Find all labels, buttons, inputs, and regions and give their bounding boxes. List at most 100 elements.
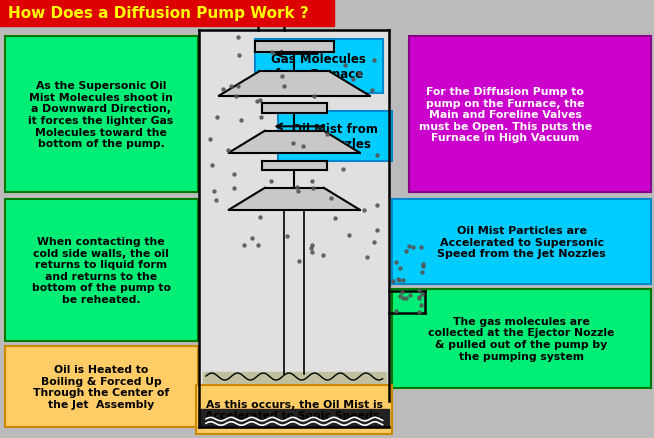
Point bbox=[343, 232, 354, 239]
Point bbox=[218, 86, 228, 93]
Text: How Does a Diffusion Pump Work ?: How Does a Diffusion Pump Work ? bbox=[8, 6, 309, 21]
FancyBboxPatch shape bbox=[278, 112, 392, 162]
Point bbox=[318, 252, 328, 259]
Text: When contacting the
cold side walls, the oil
returns to liquid form
and returns : When contacting the cold side walls, the… bbox=[31, 237, 171, 304]
Point bbox=[394, 265, 405, 272]
Text: The gas molecules are
collected at the Ejector Nozzle
& pulled out of the pump b: The gas molecules are collected at the E… bbox=[428, 316, 615, 361]
Point bbox=[354, 71, 364, 78]
Point bbox=[247, 235, 257, 242]
Text: Gas Molecules
from Furnace: Gas Molecules from Furnace bbox=[271, 53, 366, 81]
Point bbox=[252, 98, 263, 105]
Point bbox=[413, 294, 424, 301]
Point bbox=[292, 188, 303, 195]
Point bbox=[211, 198, 222, 205]
Point bbox=[394, 292, 405, 299]
Point bbox=[330, 215, 341, 222]
Point bbox=[322, 131, 332, 138]
Point bbox=[371, 152, 382, 159]
Point bbox=[387, 278, 398, 285]
Polygon shape bbox=[229, 188, 360, 210]
Point bbox=[413, 286, 424, 293]
Point bbox=[398, 295, 409, 302]
Polygon shape bbox=[255, 42, 334, 53]
Text: Oil Mist from
Jet Nozzles: Oil Mist from Jet Nozzles bbox=[292, 123, 378, 151]
Polygon shape bbox=[262, 161, 327, 171]
Point bbox=[254, 97, 265, 104]
Polygon shape bbox=[219, 72, 370, 96]
Point bbox=[339, 63, 350, 70]
Point bbox=[252, 242, 263, 249]
Polygon shape bbox=[229, 131, 360, 153]
Point bbox=[391, 308, 402, 315]
FancyBboxPatch shape bbox=[5, 346, 198, 427]
Point bbox=[298, 144, 308, 151]
Point bbox=[279, 84, 289, 91]
Point bbox=[359, 207, 370, 214]
Point bbox=[213, 114, 223, 121]
Point bbox=[368, 57, 379, 64]
Point bbox=[292, 184, 302, 191]
Point bbox=[266, 178, 276, 185]
Text: For the Diffusion Pump to
pump on the Furnace, the
Main and Foreline Valves
must: For the Diffusion Pump to pump on the Fu… bbox=[419, 87, 592, 143]
Point bbox=[228, 185, 239, 192]
Point bbox=[233, 83, 244, 90]
Point bbox=[398, 277, 408, 284]
Text: As this occurs, the Oil Mist is
Accelerated to Sonic Speeds.: As this occurs, the Oil Mist is Accelera… bbox=[205, 399, 383, 420]
Point bbox=[415, 302, 426, 309]
Point bbox=[393, 277, 404, 284]
Point bbox=[413, 309, 424, 316]
Point bbox=[308, 185, 318, 192]
Point bbox=[372, 227, 383, 234]
Point bbox=[307, 178, 317, 185]
Point bbox=[372, 202, 383, 209]
Point bbox=[309, 93, 319, 100]
FancyBboxPatch shape bbox=[5, 199, 198, 342]
FancyBboxPatch shape bbox=[392, 199, 651, 285]
Polygon shape bbox=[199, 410, 389, 427]
Point bbox=[414, 295, 424, 302]
Polygon shape bbox=[203, 372, 386, 410]
FancyBboxPatch shape bbox=[5, 37, 198, 193]
FancyBboxPatch shape bbox=[199, 31, 389, 427]
Point bbox=[417, 269, 427, 276]
Point bbox=[256, 114, 266, 121]
Point bbox=[401, 295, 411, 302]
Point bbox=[408, 244, 419, 251]
Text: As the Supersonic Oil
Mist Molecules shoot in
a Downward Direction,
it forces th: As the Supersonic Oil Mist Molecules sho… bbox=[28, 81, 174, 149]
Point bbox=[209, 188, 220, 195]
Point bbox=[231, 93, 241, 100]
Point bbox=[362, 254, 372, 261]
Point bbox=[392, 276, 403, 283]
Point bbox=[294, 258, 304, 265]
Point bbox=[288, 140, 299, 147]
Point bbox=[277, 74, 288, 81]
Text: Oil Mist Particles are
Accelerated to Supersonic
Speed from the Jet Nozzles: Oil Mist Particles are Accelerated to Su… bbox=[437, 226, 606, 258]
Point bbox=[337, 166, 348, 173]
FancyBboxPatch shape bbox=[196, 385, 392, 434]
Point bbox=[396, 289, 407, 296]
Text: Oil is Heated to
Boiling & Forced Up
Through the Center of
the Jet  Assembly: Oil is Heated to Boiling & Forced Up Thr… bbox=[33, 364, 169, 409]
Point bbox=[417, 291, 427, 298]
Point bbox=[348, 77, 358, 84]
Point bbox=[401, 248, 411, 255]
Point bbox=[205, 136, 215, 143]
Point bbox=[307, 249, 317, 256]
Point bbox=[326, 195, 336, 202]
Point bbox=[238, 242, 249, 249]
Polygon shape bbox=[262, 104, 327, 114]
FancyBboxPatch shape bbox=[409, 37, 651, 193]
Point bbox=[233, 35, 243, 42]
Point bbox=[236, 117, 247, 124]
Point bbox=[222, 147, 233, 154]
FancyBboxPatch shape bbox=[0, 0, 334, 27]
Point bbox=[207, 162, 217, 169]
Point bbox=[267, 49, 277, 57]
Point bbox=[281, 233, 292, 240]
Point bbox=[306, 242, 317, 249]
Point bbox=[418, 261, 428, 268]
Point bbox=[416, 244, 426, 251]
Point bbox=[405, 292, 415, 299]
Point bbox=[391, 258, 402, 265]
FancyBboxPatch shape bbox=[392, 289, 651, 388]
Point bbox=[367, 87, 377, 94]
